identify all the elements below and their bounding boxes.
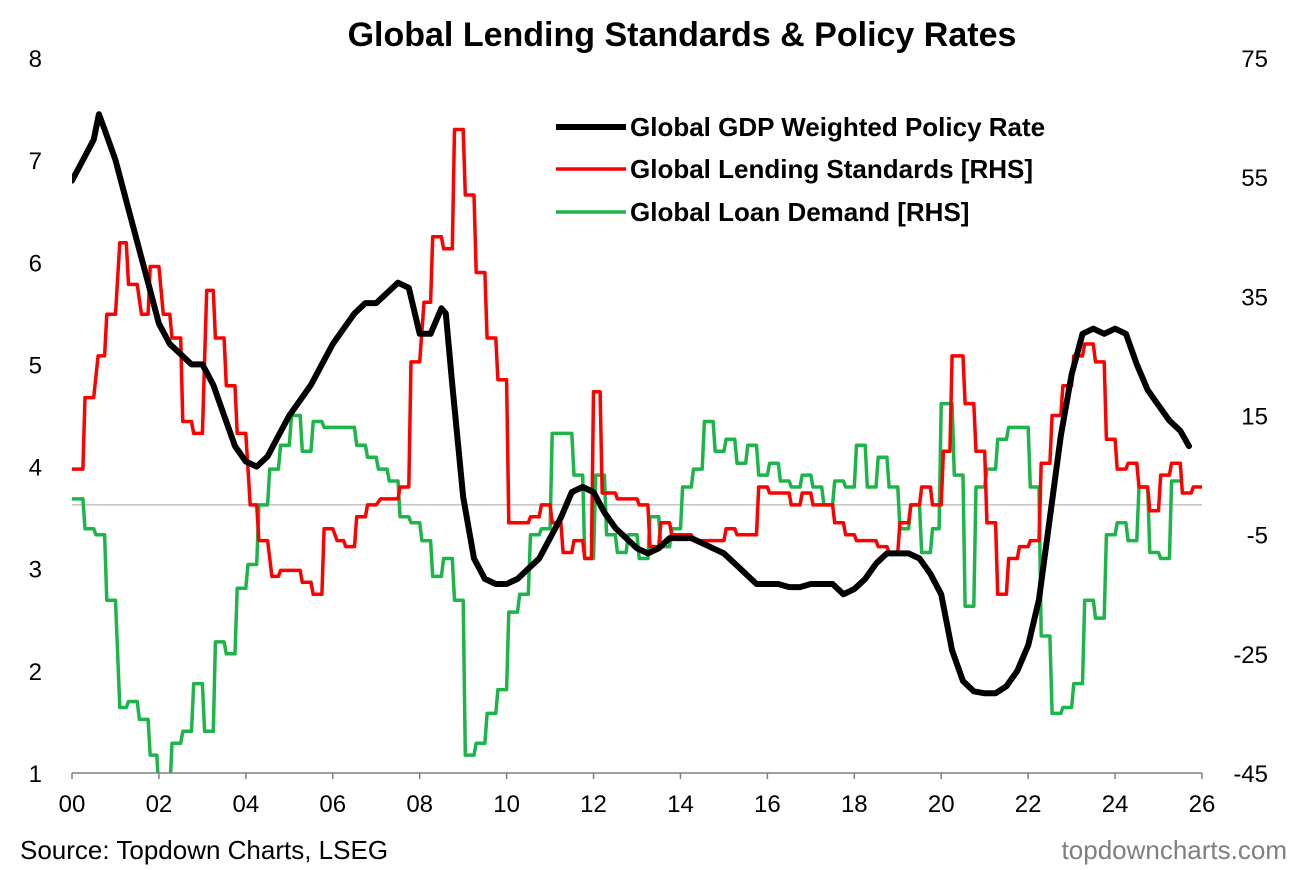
y-right-tick-label: -45 — [1233, 761, 1268, 788]
series-layer — [72, 111, 1202, 773]
x-tick-label: 02 — [146, 791, 173, 818]
x-tick-label: 16 — [754, 791, 781, 818]
x-tick-label: 18 — [841, 791, 868, 818]
y-right-tick-label: 75 — [1241, 46, 1268, 73]
y-left-tick-label: 5 — [29, 352, 42, 379]
x-tick-label: 22 — [1015, 791, 1042, 818]
y-left-tick-label: 6 — [29, 250, 42, 277]
legend-label: Global Lending Standards [RHS] — [630, 154, 1033, 184]
y-right-tick-label: -5 — [1247, 523, 1268, 550]
x-tick-label: 26 — [1189, 791, 1216, 818]
y-right-tick-label: 55 — [1241, 165, 1268, 192]
x-tick-label: 00 — [59, 791, 86, 818]
legend-label: Global Loan Demand [RHS] — [630, 197, 969, 227]
watermark: topdowncharts.com — [1062, 835, 1287, 865]
y-left-tick-label: 3 — [29, 557, 42, 584]
series-line-global-gdp-weighted-policy-rate — [72, 111, 1192, 697]
y-left-tick-label: 2 — [29, 659, 42, 686]
source-note: Source: Topdown Charts, LSEG — [20, 835, 388, 865]
y-right-tick-label: 15 — [1241, 404, 1268, 431]
series-line-global-lending-standards-rhs — [72, 127, 1202, 597]
x-tick-label: 14 — [667, 791, 694, 818]
x-tick-label: 06 — [319, 791, 346, 818]
y-left-tick-label: 4 — [29, 455, 42, 482]
legend-label: Global GDP Weighted Policy Rate — [630, 112, 1045, 142]
y-right-tick-label: 35 — [1241, 284, 1268, 311]
x-tick-label: 20 — [928, 791, 955, 818]
chart-title: Global Lending Standards & Policy Rates — [348, 16, 1017, 54]
y-left-tick-label: 8 — [29, 46, 42, 73]
axis-layer: 00 02 04 06 08 10 12 14 16 18 20 22 24 2612345678-45-… — [29, 46, 1268, 818]
x-tick-label: 24 — [1102, 791, 1129, 818]
x-tick-label: 12 — [580, 791, 607, 818]
legend: Global GDP Weighted Policy Rate Global Le… — [556, 112, 1045, 227]
x-tick-label: 04 — [232, 791, 259, 818]
y-left-tick-label: 1 — [29, 761, 42, 788]
y-right-tick-label: -25 — [1233, 642, 1268, 669]
x-tick-label: 08 — [406, 791, 433, 818]
x-tick-label: 10 — [493, 791, 520, 818]
y-left-tick-label: 7 — [29, 148, 42, 175]
